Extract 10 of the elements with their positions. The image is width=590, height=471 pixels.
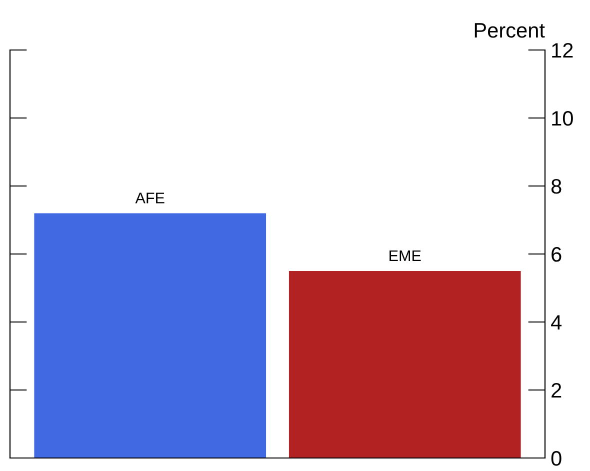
x-tick-label: EME	[390, 250, 421, 262]
y-tick-label: 4	[551, 315, 562, 330]
y-tick-label: 10	[552, 111, 573, 126]
y-tick-label: 0	[551, 451, 562, 466]
y-tick-label: 8	[551, 179, 562, 194]
y-tick-label: 2	[552, 383, 562, 398]
x-tick-label: AFE	[135, 192, 164, 204]
y-tick-label: 6	[552, 247, 562, 262]
y-tick-label: 12	[552, 43, 573, 58]
y-axis-title: Percent	[474, 23, 545, 38]
